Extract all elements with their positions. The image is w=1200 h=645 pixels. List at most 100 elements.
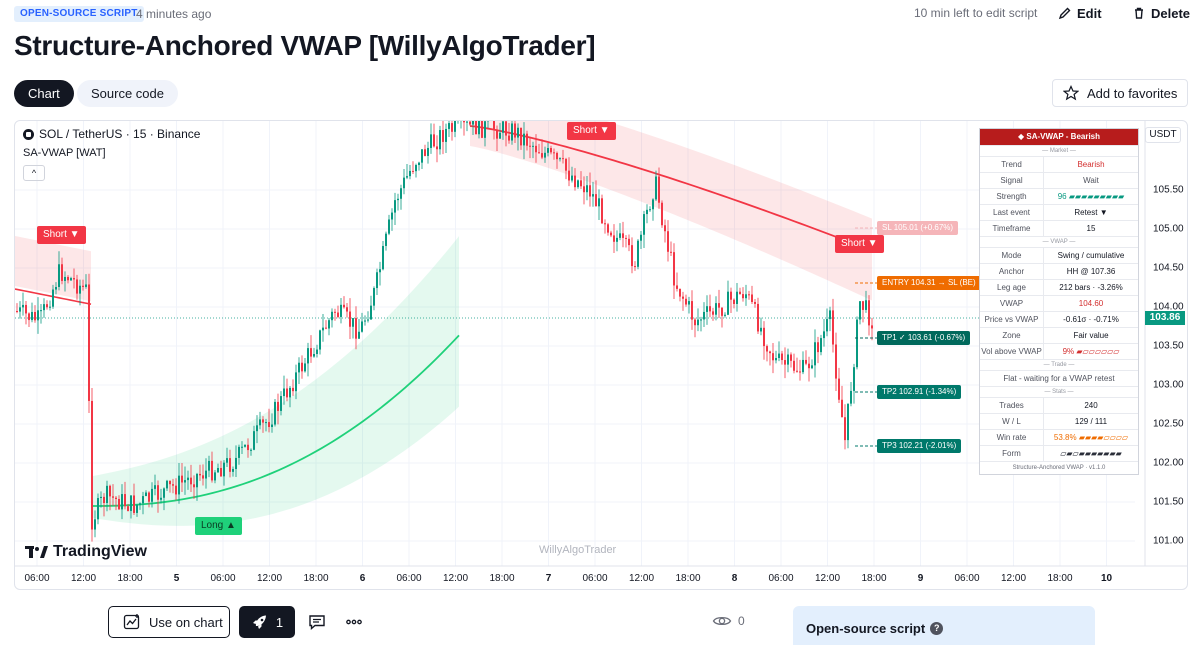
strength-bar: ▰▰▰▰▰▰▰▰▰ — [1068, 192, 1125, 201]
time-axis-tick: 06:00 — [396, 573, 422, 584]
candle-body — [520, 127, 522, 146]
row-value: 15 — [1086, 224, 1096, 233]
bearish-vwap-line — [469, 125, 873, 252]
candle-body — [571, 175, 573, 181]
row-vol-above: Vol above VWAP 9% ▰▱▱▱▱▱▱ — [980, 343, 1138, 359]
candle-body — [805, 359, 807, 364]
indicator-name[interactable]: SA-VWAP [WAT] — [23, 147, 106, 159]
candle-body — [667, 231, 669, 252]
row-key: Signal — [980, 173, 1044, 188]
last-price-tag: 103.86 — [1145, 311, 1185, 325]
candle-body — [526, 133, 528, 146]
stop-loss-label: SL 105.01 (+0.67%) — [877, 221, 959, 235]
eye-icon — [712, 616, 732, 626]
candle-body — [514, 123, 516, 138]
candle-body — [355, 318, 357, 339]
candle-body — [415, 165, 417, 172]
candle-body — [577, 180, 579, 188]
help-icon[interactable]: ? — [930, 622, 944, 635]
time-axis-tick: 12:00 — [814, 573, 841, 584]
time-axis-tick: 06:00 — [210, 573, 236, 584]
candle-body — [40, 310, 42, 312]
candle-body — [64, 276, 66, 281]
candle-body — [361, 321, 363, 332]
boost-button[interactable]: 1 — [239, 606, 295, 638]
candle-body — [760, 327, 762, 332]
candle-body — [154, 485, 156, 489]
row-key: W / L — [980, 414, 1044, 429]
candle-body — [121, 494, 123, 510]
candle-body — [208, 460, 210, 471]
row-key: Win rate — [980, 430, 1044, 445]
add-to-favorites-button[interactable]: Add to favorites — [1052, 79, 1188, 107]
candle-body — [109, 485, 111, 497]
time-axis-tick: 10 — [1100, 573, 1113, 584]
candle-body — [166, 480, 168, 489]
candle-body — [223, 462, 225, 477]
candle-body — [385, 233, 387, 246]
currency-selector[interactable]: USDT — [1145, 127, 1181, 143]
candle-body — [67, 276, 69, 281]
candle-body — [832, 310, 834, 345]
more-options-button[interactable] — [344, 612, 364, 632]
price-chart[interactable] — [15, 121, 1188, 590]
time-axis-tick: 06:00 — [768, 573, 794, 584]
candle-body — [25, 304, 27, 314]
candle-body — [358, 331, 360, 339]
candle-body — [49, 306, 51, 308]
section-market: — Market — — [980, 145, 1138, 156]
tab-chart[interactable]: Chart — [14, 80, 74, 107]
tradingview-logo[interactable]: TradingView — [25, 543, 147, 561]
row-value: 104.60 — [1078, 299, 1104, 308]
more-horizontal-icon — [346, 619, 362, 625]
candle-body — [271, 424, 273, 428]
candle-body — [766, 346, 768, 352]
candle-body — [379, 269, 381, 273]
chart-panel[interactable]: SOL / TetherUS · 15 · Binance SA-VWAP [W… — [14, 120, 1188, 590]
candle-body — [859, 301, 861, 320]
long-signal: Long ▲ — [195, 517, 242, 535]
candle-body — [517, 127, 519, 138]
open-source-title: Open-source script ? — [806, 621, 944, 636]
price-axis-tick: 102.00 — [1153, 457, 1184, 469]
collapse-indicators-button[interactable]: ^ — [23, 165, 45, 181]
time-axis-tick: 6 — [359, 573, 366, 584]
candle-body — [613, 235, 615, 242]
use-on-chart-button[interactable]: Use on chart — [108, 606, 230, 638]
candle-body — [295, 372, 297, 392]
short-signal: Short ▼ — [37, 226, 86, 244]
candle-body — [691, 301, 693, 320]
candle-body — [754, 301, 756, 304]
delete-button[interactable]: Delete — [1132, 3, 1190, 23]
candle-body — [424, 149, 426, 156]
bullish-vwap-line — [92, 334, 460, 507]
candle-body — [826, 319, 828, 332]
candle-body — [289, 387, 291, 398]
candle-body — [277, 401, 279, 411]
candle-body — [442, 130, 444, 142]
row-leg-age: Leg age 212 bars · -3.26% — [980, 279, 1138, 295]
candle-body — [301, 362, 303, 372]
row-key: Form — [980, 446, 1044, 461]
bullish-band-area — [93, 236, 459, 526]
candle-body — [346, 307, 348, 312]
candle-body — [46, 304, 48, 308]
edit-button[interactable]: Edit — [1058, 3, 1102, 23]
candle-body — [352, 318, 354, 327]
comments-button[interactable] — [307, 612, 327, 632]
price-axis-tick: 101.00 — [1153, 535, 1184, 547]
symbol-info[interactable]: SOL / TetherUS · 15 · Binance — [23, 127, 200, 141]
candle-body — [79, 285, 81, 294]
candle-body — [583, 186, 585, 193]
delete-label: Delete — [1151, 5, 1191, 21]
candle-body — [640, 234, 642, 241]
candle-body — [136, 504, 138, 513]
open-source-badge: OPEN-SOURCE SCRIPT — [14, 6, 144, 22]
candle-body — [589, 185, 591, 197]
tab-source-code[interactable]: Source code — [77, 80, 178, 107]
candle-body — [607, 224, 609, 233]
price-axis-tick: 105.50 — [1153, 184, 1184, 196]
candle-body — [823, 331, 825, 339]
pencil-icon — [1058, 7, 1071, 20]
candle-body — [91, 400, 93, 530]
